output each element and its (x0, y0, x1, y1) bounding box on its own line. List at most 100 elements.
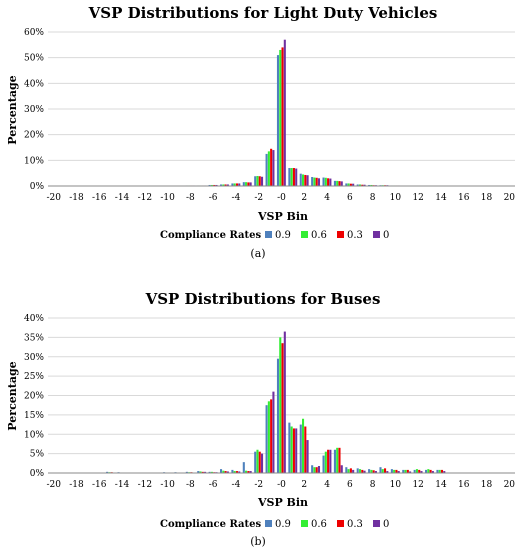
bar (302, 174, 305, 186)
bar (329, 449, 332, 473)
x-tick-label: -12 (138, 193, 153, 203)
legend-entry: 0.9 (275, 519, 291, 530)
y-tick-label: 40% (24, 314, 44, 324)
chart-b-title: VSP Distributions for Buses (145, 290, 381, 308)
bar (345, 467, 348, 473)
bar (356, 468, 359, 473)
chart-b-x-tick-labels: -20 -18 -16 -14 -12 -10 -8 -6 -4 -2 -0 2 4 6 8 10 12 14 16… (46, 480, 515, 490)
bar (358, 184, 362, 186)
bar (345, 183, 348, 186)
bar (349, 468, 352, 473)
bar (379, 467, 382, 473)
bar (349, 183, 352, 186)
y-tick-label: 25% (24, 372, 44, 382)
bar (322, 455, 325, 473)
bar (106, 471, 109, 473)
bar (395, 469, 398, 473)
bar (425, 469, 428, 473)
y-tick-label: 0% (30, 469, 45, 479)
bar (361, 469, 364, 473)
bar (233, 471, 236, 473)
x-tick-label: -10 (160, 193, 175, 203)
bar (436, 469, 439, 473)
bar (185, 471, 188, 473)
bar (311, 465, 314, 473)
bar (292, 428, 295, 473)
bar (281, 343, 284, 473)
bar (242, 462, 245, 473)
bar (267, 401, 270, 473)
bar (311, 177, 314, 186)
x-tick-label: -16 (92, 193, 107, 203)
bar (322, 177, 325, 186)
bar (238, 183, 241, 186)
bar (247, 471, 250, 473)
bar (304, 426, 307, 473)
legend-swatch (265, 231, 272, 238)
chart-b-caption: (b) (250, 535, 266, 548)
bar (356, 184, 359, 186)
bar (197, 471, 200, 473)
x-tick-label: 4 (324, 193, 330, 203)
chart-b-xlabel: VSP Bin (257, 496, 308, 509)
bar (409, 471, 412, 473)
bar (429, 469, 432, 473)
chart-a-x-tick-labels: -20 -18 -16 -14 -12 -10 -8 -6 -4 -2 -0 2 4 6 8 10 12 14 16… (46, 193, 515, 203)
x-tick-label: -2 (254, 480, 263, 490)
x-tick-label: -4 (232, 480, 241, 490)
bar (270, 148, 273, 186)
bar (290, 426, 293, 473)
x-tick-label: 12 (412, 480, 423, 490)
bar (292, 168, 295, 186)
bar (386, 471, 389, 473)
bar (279, 49, 282, 186)
bar (288, 422, 291, 473)
x-tick-label: 8 (370, 193, 376, 203)
bar (402, 469, 405, 473)
bar (418, 469, 421, 473)
x-tick-label: 20 (504, 193, 515, 203)
legend-swatch (373, 520, 380, 527)
bar (406, 469, 409, 473)
x-tick-label: 10 (390, 193, 402, 203)
bar (242, 182, 245, 186)
bar (260, 176, 264, 186)
y-tick-label: 40% (24, 79, 44, 89)
chart-b-y-tick-labels: 0% 5% 10% 15% 20% 25% 30% 35% 40% (24, 314, 44, 479)
bar (295, 428, 298, 473)
bar (336, 447, 339, 473)
x-tick-label: -6 (209, 480, 218, 490)
bar (372, 470, 375, 473)
bar (404, 469, 407, 473)
x-tick-label: -18 (69, 193, 84, 203)
legend-swatch (301, 520, 308, 527)
x-tick-label: -4 (232, 193, 241, 203)
bar (208, 471, 211, 473)
bar (427, 469, 430, 473)
x-tick-label: 6 (347, 480, 353, 490)
x-tick-label: 2 (301, 193, 307, 203)
y-tick-label: 50% (24, 54, 44, 64)
bar (352, 469, 355, 473)
bar (265, 153, 268, 186)
bar (272, 391, 275, 473)
y-tick-label: 30% (24, 353, 44, 363)
x-tick-label: 20 (504, 480, 515, 490)
y-tick-label: 60% (24, 28, 44, 38)
bar (231, 183, 234, 186)
chart-a-caption: (a) (250, 247, 265, 260)
bar (238, 471, 241, 473)
bar (299, 424, 302, 473)
y-tick-label: 10% (24, 156, 44, 166)
legend-entry: 0.3 (347, 230, 363, 241)
bar (279, 337, 282, 473)
x-tick-label: 2 (301, 480, 307, 490)
bar (267, 151, 270, 186)
chart-a-xlabel: VSP Bin (257, 210, 308, 223)
bar (233, 183, 236, 186)
bar (306, 440, 309, 473)
legend-entry: 0.6 (311, 230, 327, 241)
x-tick-label: 8 (370, 480, 376, 490)
bar (363, 184, 366, 186)
bar (254, 451, 257, 473)
